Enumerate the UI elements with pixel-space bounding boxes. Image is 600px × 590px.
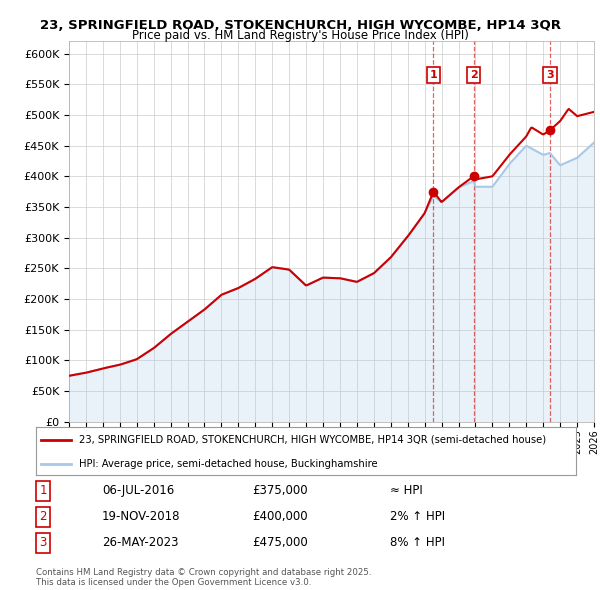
Text: 26-MAY-2023: 26-MAY-2023 <box>102 536 179 549</box>
Text: 2% ↑ HPI: 2% ↑ HPI <box>390 510 445 523</box>
Text: 8% ↑ HPI: 8% ↑ HPI <box>390 536 445 549</box>
Text: 2: 2 <box>40 510 47 523</box>
Text: 3: 3 <box>546 70 554 80</box>
Text: Price paid vs. HM Land Registry's House Price Index (HPI): Price paid vs. HM Land Registry's House … <box>131 30 469 42</box>
Text: HPI: Average price, semi-detached house, Buckinghamshire: HPI: Average price, semi-detached house,… <box>79 459 378 469</box>
Text: 06-JUL-2016: 06-JUL-2016 <box>102 484 174 497</box>
Text: 23, SPRINGFIELD ROAD, STOKENCHURCH, HIGH WYCOMBE, HP14 3QR: 23, SPRINGFIELD ROAD, STOKENCHURCH, HIGH… <box>40 19 560 32</box>
Text: 1: 1 <box>430 70 437 80</box>
Text: ≈ HPI: ≈ HPI <box>390 484 423 497</box>
Text: 23, SPRINGFIELD ROAD, STOKENCHURCH, HIGH WYCOMBE, HP14 3QR (semi-detached house): 23, SPRINGFIELD ROAD, STOKENCHURCH, HIGH… <box>79 435 547 445</box>
Text: Contains HM Land Registry data © Crown copyright and database right 2025.
This d: Contains HM Land Registry data © Crown c… <box>36 568 371 587</box>
Text: 19-NOV-2018: 19-NOV-2018 <box>102 510 181 523</box>
Text: 2: 2 <box>470 70 478 80</box>
Text: £375,000: £375,000 <box>252 484 308 497</box>
Text: £400,000: £400,000 <box>252 510 308 523</box>
Text: £475,000: £475,000 <box>252 536 308 549</box>
Text: 1: 1 <box>40 484 47 497</box>
Text: 3: 3 <box>40 536 47 549</box>
